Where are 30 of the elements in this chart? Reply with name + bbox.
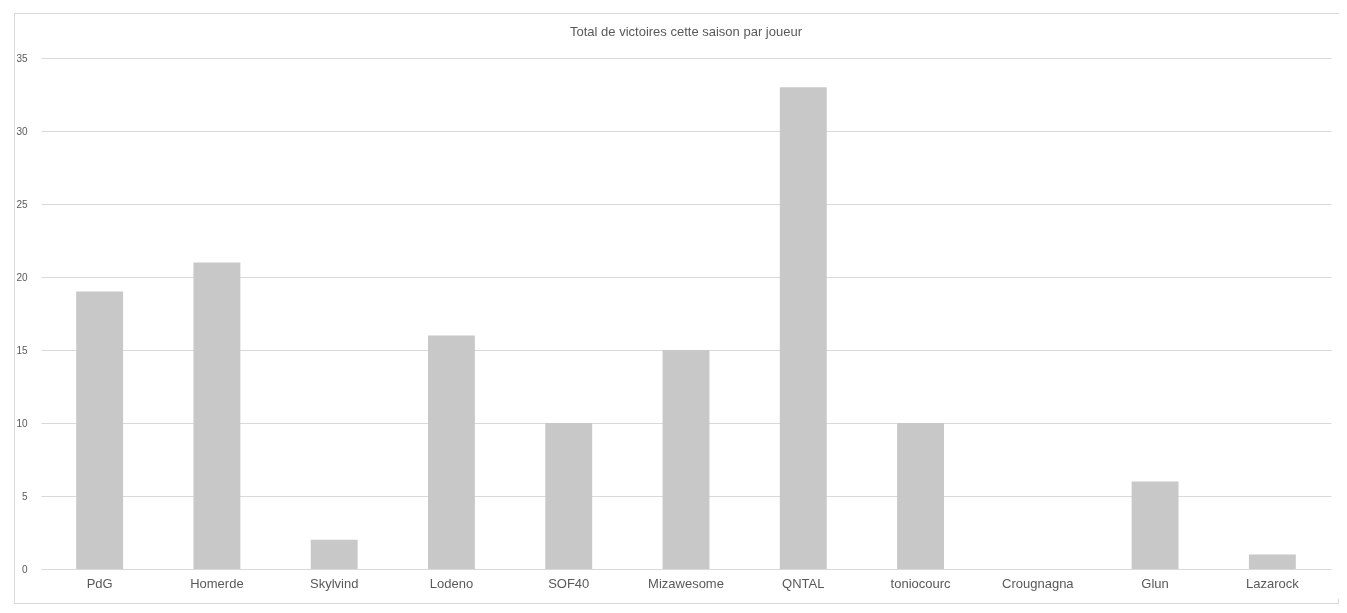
y-tick-label: 20 [16,271,28,283]
bar [193,262,241,569]
y-tick-label: 35 [16,52,28,64]
x-tick-label: SOF40 [548,575,590,591]
y-tick-label: 5 [21,490,28,502]
y-tick-label: 25 [16,198,28,210]
bar [545,423,593,569]
x-tick-label: PdG [86,575,113,591]
x-tick-label: Lodeno [429,575,474,591]
y-tick-label: 10 [16,417,28,429]
bar [310,539,358,569]
x-tick-label: Crougnagna [1002,575,1075,591]
y-tick-label: 0 [21,563,28,575]
y-tick-label: 15 [16,344,28,356]
y-tick-label: 30 [16,125,28,137]
bar [662,350,710,569]
bar [897,423,944,569]
x-tick-label: Mizawesome [648,575,724,591]
bar [428,335,475,569]
x-tick-label: Lazarock [1245,575,1300,591]
bar [1131,481,1179,569]
bar [1248,554,1296,569]
x-tick-label: toniocourc [890,575,952,591]
x-tick-label: Homerde [190,575,244,591]
bar [76,291,124,569]
bar [779,87,827,569]
x-tick-label: Skylvind [309,575,359,591]
chart-title: Total de victoires cette saison par joueur [570,24,803,39]
x-tick-label: Glun [1141,575,1169,591]
x-tick-label: QNTAL [782,575,825,591]
